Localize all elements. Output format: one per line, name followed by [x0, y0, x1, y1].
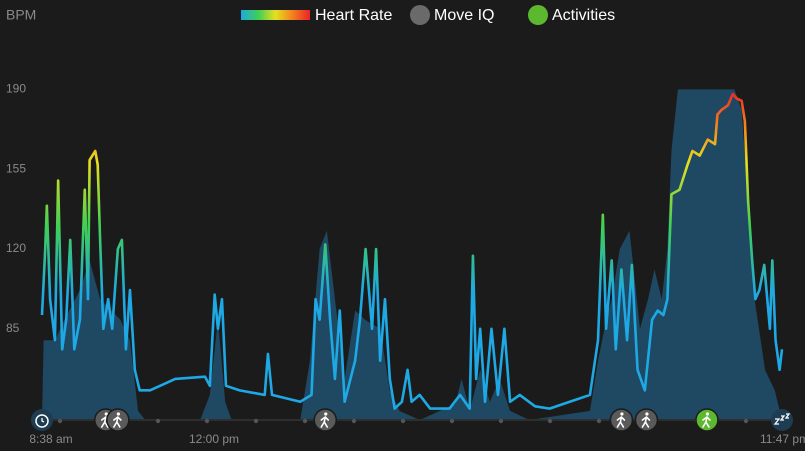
walker-icon [616, 412, 626, 428]
icon-body [113, 415, 122, 428]
baseline-dot [547, 418, 553, 424]
icon-body [641, 415, 651, 428]
x-tick-label: 11:47 pm [760, 432, 805, 446]
baseline-dot [351, 418, 357, 424]
icon-head [104, 412, 108, 416]
sleep-z [773, 413, 791, 425]
icon-head [705, 412, 710, 416]
wake-clock [35, 414, 49, 428]
baseline-dot [400, 418, 406, 424]
walker-icon [320, 412, 330, 428]
icon-body [616, 415, 626, 428]
walker-icon [641, 412, 651, 428]
area [42, 89, 782, 421]
baseline-dot [302, 418, 308, 424]
legend-swatch [528, 5, 548, 25]
baseline-dot [743, 418, 749, 424]
legend-swatch [410, 5, 430, 25]
baseline-dot [449, 418, 455, 424]
walker-icon [100, 412, 110, 428]
baseline-dot [155, 418, 161, 424]
legend-label: Move IQ [434, 7, 494, 24]
legend-swatch [241, 10, 310, 20]
legend-label: Heart Rate [315, 7, 392, 24]
baseline-dot [596, 418, 602, 424]
x-tick-label: 8:38 am [29, 432, 72, 446]
icon-head [324, 412, 328, 416]
legend-label: Activities [552, 7, 615, 24]
y-tick-label: 190 [6, 82, 26, 96]
icon-body [702, 415, 711, 428]
y-tick-label: 155 [6, 161, 26, 175]
baseline-dot [204, 418, 210, 424]
walker-icon [702, 412, 711, 428]
icon-head [645, 412, 649, 416]
baseline-dot [57, 418, 63, 424]
wake-hands [41, 418, 45, 423]
y-axis-label: BPM [6, 7, 36, 23]
icon-body [320, 415, 330, 428]
icon-head [116, 412, 120, 416]
baseline-dot [253, 418, 259, 424]
x-tick-label: 12:00 pm [189, 432, 239, 446]
icon-head [620, 412, 624, 416]
baseline-dot [498, 418, 504, 424]
heart-rate-line [40, 92, 784, 410]
walker-icon [113, 412, 122, 428]
y-tick-label: 85 [6, 321, 20, 335]
y-tick-label: 120 [6, 241, 26, 255]
